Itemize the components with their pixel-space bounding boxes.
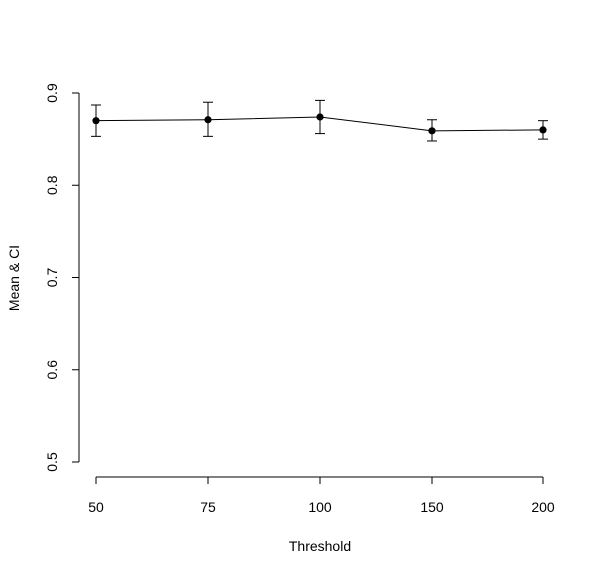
y-tick-label: 0.8 bbox=[44, 175, 60, 195]
y-axis: 0.5 0.6 0.7 0.8 0.9 bbox=[44, 83, 80, 472]
data-point bbox=[316, 113, 324, 121]
x-tick-label: 150 bbox=[420, 499, 444, 515]
x-tick-label: 50 bbox=[88, 499, 104, 515]
x-tick-label: 75 bbox=[200, 499, 216, 515]
y-tick-label: 0.9 bbox=[44, 83, 60, 103]
x-axis-title: Threshold bbox=[289, 538, 351, 554]
x-tick-label: 200 bbox=[531, 499, 555, 515]
data-point bbox=[204, 116, 212, 124]
data-points bbox=[92, 113, 547, 135]
data-point bbox=[428, 127, 436, 135]
data-point bbox=[539, 126, 547, 134]
x-tick-label: 100 bbox=[308, 499, 332, 515]
y-tick-label: 0.7 bbox=[44, 268, 60, 288]
data-point bbox=[92, 117, 100, 125]
x-axis: 50 75 100 150 200 bbox=[88, 476, 555, 515]
y-tick-label: 0.6 bbox=[44, 360, 60, 380]
y-axis-title: Mean & CI bbox=[6, 245, 22, 311]
y-tick-label: 0.5 bbox=[44, 452, 60, 472]
